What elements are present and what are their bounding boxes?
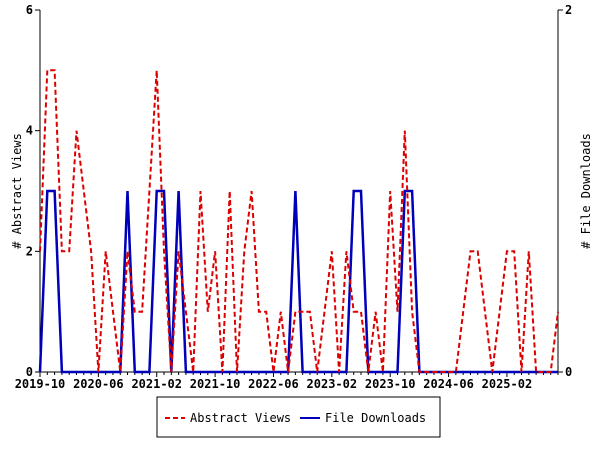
legend-label: File Downloads xyxy=(325,411,426,425)
x-tick-label: 2025-02 xyxy=(482,377,533,391)
y-tick-label: 4 xyxy=(26,124,33,138)
x-tick-label: 2022-06 xyxy=(248,377,299,391)
x-tick-label: 2021-10 xyxy=(190,377,241,391)
legend-box xyxy=(156,396,441,438)
x-tick-label: 2024-06 xyxy=(423,377,474,391)
y2-tick-label: 0 xyxy=(565,365,572,379)
y-tick-label: 2 xyxy=(26,244,33,258)
x-tick-label: 2019-10 xyxy=(15,377,66,391)
x-tick-label: 2023-10 xyxy=(365,377,416,391)
x-tick-label: 2021-02 xyxy=(131,377,182,391)
x-tick-label: 2023-02 xyxy=(307,377,358,391)
legend-label: Abstract Views xyxy=(190,411,291,425)
y-tick-label: 0 xyxy=(26,365,33,379)
y2-axis-title: # File Downloads xyxy=(579,133,593,249)
y2-tick-label: 2 xyxy=(565,3,572,17)
series-line-abstract-views xyxy=(39,69,559,373)
y-axis-title: # Abstract Views xyxy=(10,133,24,249)
series-line-file-downloads xyxy=(38,189,558,374)
y-tick-label: 6 xyxy=(26,3,33,17)
x-tick-label: 2020-06 xyxy=(73,377,124,391)
